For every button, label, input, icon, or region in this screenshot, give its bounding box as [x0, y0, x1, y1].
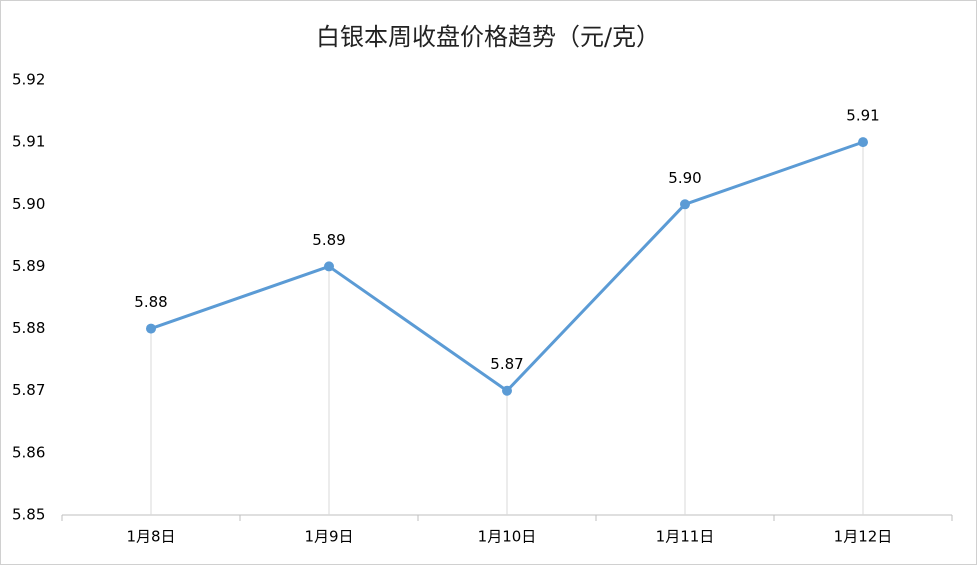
- x-tick-label: 1月10日: [478, 528, 537, 546]
- x-tick-label: 1月8日: [126, 528, 175, 546]
- data-label: 5.90: [668, 169, 701, 187]
- y-tick-label: 5.88: [12, 319, 45, 337]
- y-tick-label: 5.91: [12, 133, 45, 151]
- marker: [680, 199, 690, 210]
- y-tick-label: 5.85: [12, 506, 45, 524]
- y-tick-label: 5.86: [12, 443, 45, 461]
- chart-title: 白银本周收盘价格趋势（元/克）: [316, 23, 660, 51]
- marker: [146, 323, 156, 334]
- data-label: 5.89: [312, 231, 345, 249]
- y-tick-label: 5.89: [12, 257, 45, 275]
- data-label: 5.91: [846, 107, 879, 125]
- y-tick-label: 5.87: [12, 381, 45, 399]
- marker: [324, 261, 334, 272]
- x-tick-label: 1月9日: [304, 528, 353, 546]
- y-tick-label: 5.92: [12, 71, 45, 89]
- marker: [502, 385, 512, 396]
- x-tick-label: 1月12日: [834, 528, 893, 546]
- marker: [858, 137, 868, 148]
- data-label: 5.87: [490, 355, 523, 373]
- y-tick-label: 5.90: [12, 195, 45, 213]
- x-tick-label: 1月11日: [656, 528, 715, 546]
- data-label: 5.88: [134, 293, 167, 311]
